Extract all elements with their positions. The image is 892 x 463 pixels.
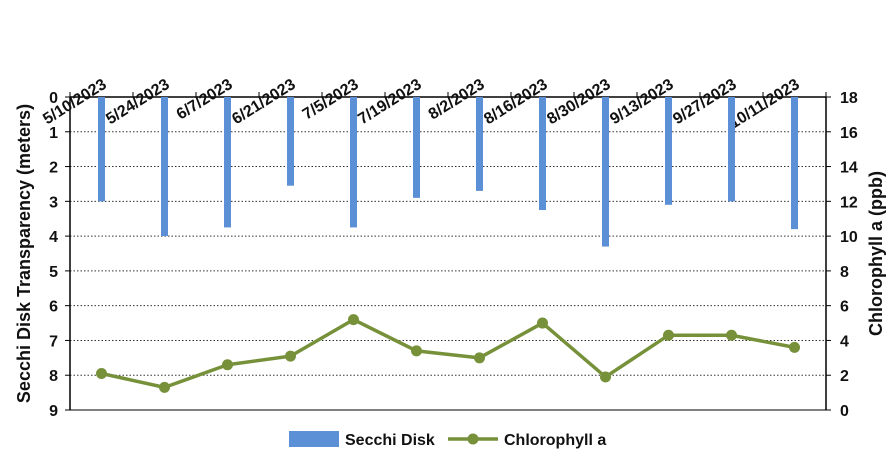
right-tick-label: 12 <box>840 194 858 211</box>
secchi-bar <box>287 97 294 186</box>
chlorophyll-point <box>285 350 296 362</box>
left-tick-label: 7 <box>49 333 58 350</box>
secchi-bar <box>98 97 105 202</box>
right-tick-label: 4 <box>840 333 849 350</box>
right-tick-label: 10 <box>840 229 858 246</box>
chlorophyll-point <box>474 352 485 364</box>
left-tick-label: 0 <box>49 90 58 107</box>
legend-label-chlorophyll: Chlorophyll a <box>504 432 606 449</box>
left-tick-label: 2 <box>49 160 58 177</box>
chlorophyll-point <box>96 367 107 379</box>
left-tick-label: 3 <box>49 194 58 211</box>
chlorophyll-point <box>663 329 674 341</box>
left-axis-title: Secchi Disk Transparency (meters) <box>14 104 34 403</box>
right-axis-title: Chlorophyll a (ppb) <box>866 171 886 336</box>
chlorophyll-point <box>789 341 800 353</box>
right-tick-label: 8 <box>840 264 849 281</box>
secchi-bar <box>602 97 609 247</box>
secchi-bar <box>476 97 483 191</box>
right-tick-label: 2 <box>840 368 849 385</box>
chlorophyll-point <box>348 314 359 326</box>
secchi-bar <box>224 97 231 228</box>
left-tick-label: 8 <box>49 368 58 385</box>
secchi-bar <box>350 97 357 228</box>
secchi-bar <box>161 97 168 237</box>
chlorophyll-point <box>411 345 422 357</box>
right-tick-label: 18 <box>840 90 858 107</box>
left-tick-label: 9 <box>49 403 58 420</box>
legend-swatch-chlorophyll-marker <box>467 433 479 445</box>
legend-label-secchi: Secchi Disk <box>345 432 435 449</box>
chlorophyll-point <box>537 317 548 329</box>
chlorophyll-point <box>159 381 170 393</box>
left-tick-label: 1 <box>49 125 58 142</box>
secchi-bar <box>413 97 420 198</box>
right-tick-label: 14 <box>840 160 858 177</box>
chlorophyll-point <box>600 371 611 383</box>
secchi-bar <box>665 97 672 205</box>
chlorophyll-point <box>222 359 233 371</box>
secchi-bar <box>791 97 798 230</box>
legend-swatch-secchi <box>289 431 339 447</box>
left-tick-label: 5 <box>49 264 58 281</box>
chlorophyll-line <box>101 317 795 390</box>
secchi-bar <box>728 97 735 202</box>
right-tick-label: 6 <box>840 299 849 316</box>
right-tick-label: 0 <box>840 403 849 420</box>
left-tick-label: 6 <box>49 299 58 316</box>
right-tick-label: 16 <box>840 125 858 142</box>
secchi-bar <box>539 97 546 211</box>
chlorophyll-point <box>726 329 737 341</box>
left-tick-label: 4 <box>49 229 58 246</box>
